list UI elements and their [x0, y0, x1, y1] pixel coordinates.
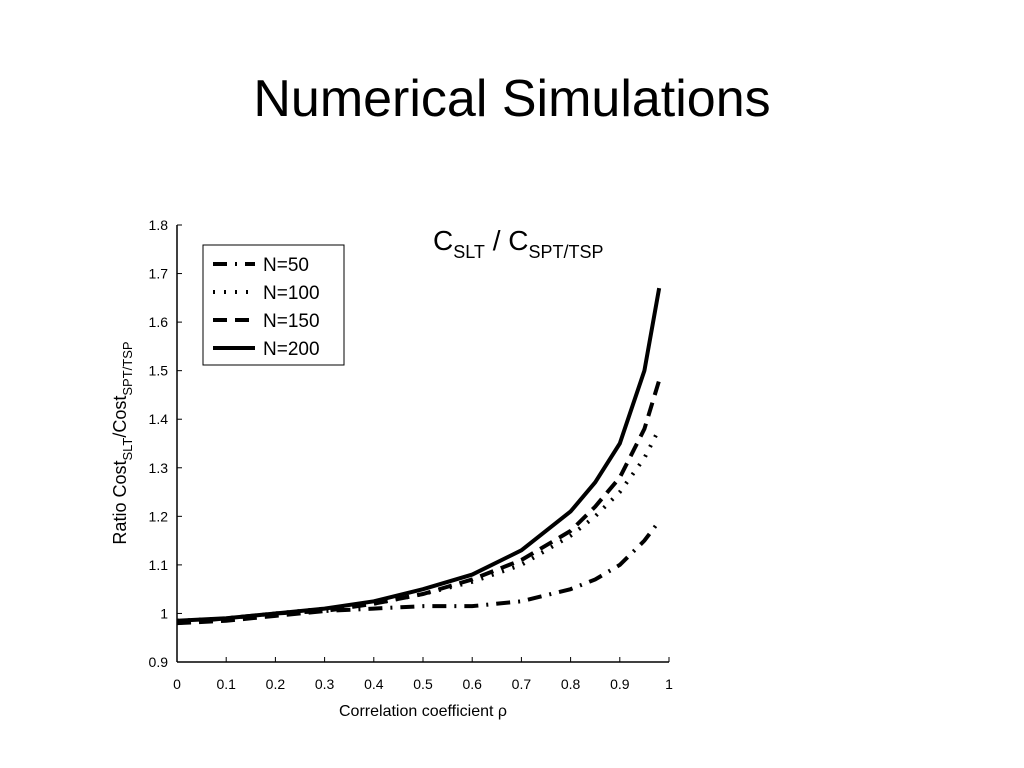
annotation: CSLT / CSPT/TSP	[433, 225, 604, 262]
y-tick-label: 1.1	[149, 557, 169, 573]
x-tick-label: 0	[173, 676, 181, 692]
x-tick-label: 1	[665, 676, 673, 692]
y-tick-label: 1.4	[149, 411, 169, 427]
y-tick-label: 1.2	[149, 508, 169, 524]
annotation-text: / C	[485, 225, 529, 256]
y-label-text: /Cost	[110, 396, 130, 438]
y-tick-label: 1.5	[149, 363, 169, 379]
slide-title: Numerical Simulations	[253, 70, 770, 128]
x-tick-label: 0.7	[512, 676, 532, 692]
legend-label: N=200	[263, 339, 320, 360]
y-tick-label: 1.7	[149, 266, 169, 282]
y-label-text: Ratio Cost	[110, 461, 130, 545]
legend: N=50 N=100 N=150 N=200	[202, 244, 345, 366]
x-tick-label: 0.6	[462, 676, 482, 692]
legend-label: N=150	[263, 311, 320, 332]
x-tick-label: 0.3	[315, 676, 335, 692]
series-line	[176, 287, 662, 623]
x-axis-label: Correlation coefficient ρ	[339, 703, 507, 720]
y-tick-label: 1.3	[149, 460, 169, 476]
y-tick-label: 0.9	[149, 654, 169, 670]
series-line	[176, 379, 662, 626]
x-tick-label: 0.1	[216, 676, 236, 692]
x-tick-label: 0.4	[364, 676, 384, 692]
x-tick-label: 0.8	[561, 676, 581, 692]
annotation-sub: SPT/TSP	[528, 242, 603, 262]
legend-label: N=50	[263, 255, 309, 276]
series-line	[176, 519, 661, 626]
annotation-text: C	[433, 225, 453, 256]
x-tick-label: 0.2	[266, 676, 286, 692]
y-tick-label: 1	[160, 605, 168, 621]
y-label-sub: SPT/TSP	[120, 341, 135, 395]
y-axis-label: Ratio CostSLT/CostSPT/TSP	[110, 341, 135, 544]
y-tick-label: 1.6	[149, 314, 169, 330]
y-tick-label: 1.8	[149, 217, 169, 233]
y-label-sub: SLT	[120, 438, 135, 461]
x-tick-label: 0.9	[610, 676, 630, 692]
x-tick-label: 0.5	[413, 676, 433, 692]
series-line	[176, 428, 661, 623]
legend-label: N=100	[263, 283, 320, 304]
annotation-sub: SLT	[453, 242, 485, 262]
